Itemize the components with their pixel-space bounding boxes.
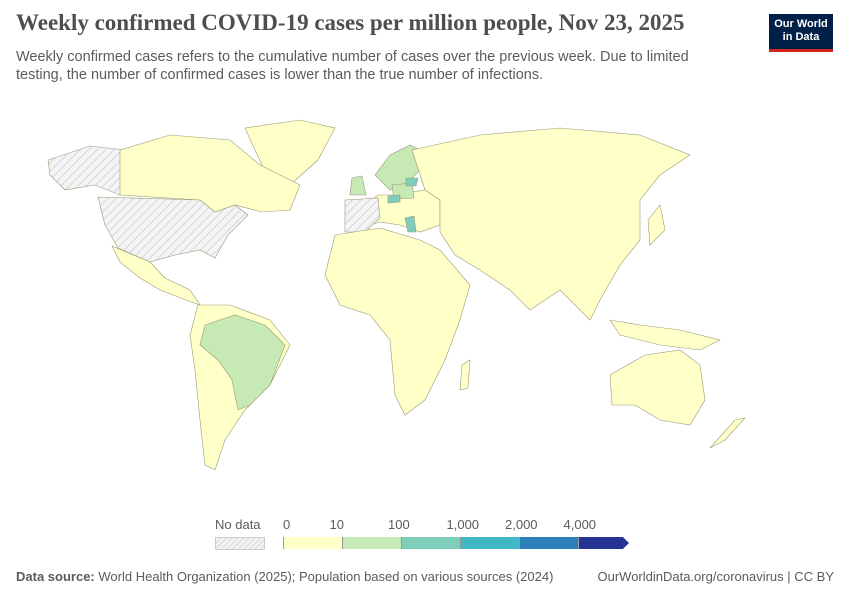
legend-no-data-label: No data [215, 517, 261, 532]
chart-subtitle: Weekly confirmed cases refers to the cum… [16, 49, 689, 83]
region-brazil[interactable] [199, 314, 286, 411]
legend-tick: 0 [283, 517, 291, 532]
legend-tick: 2,000 [505, 517, 538, 532]
region-madagascar[interactable] [459, 359, 471, 391]
logo-line1: Our World [774, 18, 828, 30]
legend-tick: 4,000 [563, 517, 597, 532]
legend-color-scale [283, 537, 629, 549]
chart-title: Weekly confirmed COVID-19 cases per mill… [16, 10, 685, 35]
region-usa[interactable] [97, 196, 249, 263]
region-canada[interactable] [119, 134, 301, 213]
world-map [47, 119, 746, 471]
region-russia-asia[interactable] [411, 127, 691, 321]
legend-bin-5[interactable] [578, 537, 629, 549]
owid-logo[interactable]: Our World in Data [769, 14, 833, 52]
region-africa[interactable] [324, 227, 471, 416]
source-link[interactable]: OurWorldinData.org/coronavirus [597, 569, 784, 584]
region-czechia[interactable] [387, 194, 401, 204]
region-indonesia[interactable] [609, 319, 721, 351]
legend-tick: 10 [329, 517, 344, 532]
legend-bin-3[interactable] [460, 537, 519, 549]
region-france-spain[interactable] [344, 197, 381, 233]
region-lithuania[interactable] [405, 177, 419, 187]
region-new-zealand[interactable] [709, 417, 746, 449]
source-label: Data source: [16, 569, 95, 584]
region-alaska[interactable] [47, 145, 126, 196]
legend-bin-4[interactable] [519, 537, 578, 549]
legend-no-data-swatch[interactable] [215, 537, 265, 550]
legend-tick: 100 [388, 517, 410, 532]
legend-bin-0[interactable] [283, 537, 342, 549]
license-link[interactable]: CC BY [794, 569, 834, 584]
footer-right: OurWorldinData.org/coronavirus | CC BY [597, 569, 834, 584]
region-greece[interactable] [404, 215, 417, 233]
legend-bin-1[interactable] [342, 537, 401, 549]
logo-line2: in Data [782, 31, 820, 43]
region-uk[interactable] [349, 175, 367, 196]
region-mexico-central-america[interactable] [111, 245, 201, 306]
source-text: World Health Organization (2025); Popula… [98, 569, 554, 584]
legend-tick: 1,000 [446, 517, 480, 532]
footer-source: Data source: World Health Organization (… [16, 569, 553, 584]
region-australia[interactable] [609, 349, 706, 426]
region-japan[interactable] [647, 204, 666, 246]
legend-bin-2[interactable] [401, 537, 460, 549]
